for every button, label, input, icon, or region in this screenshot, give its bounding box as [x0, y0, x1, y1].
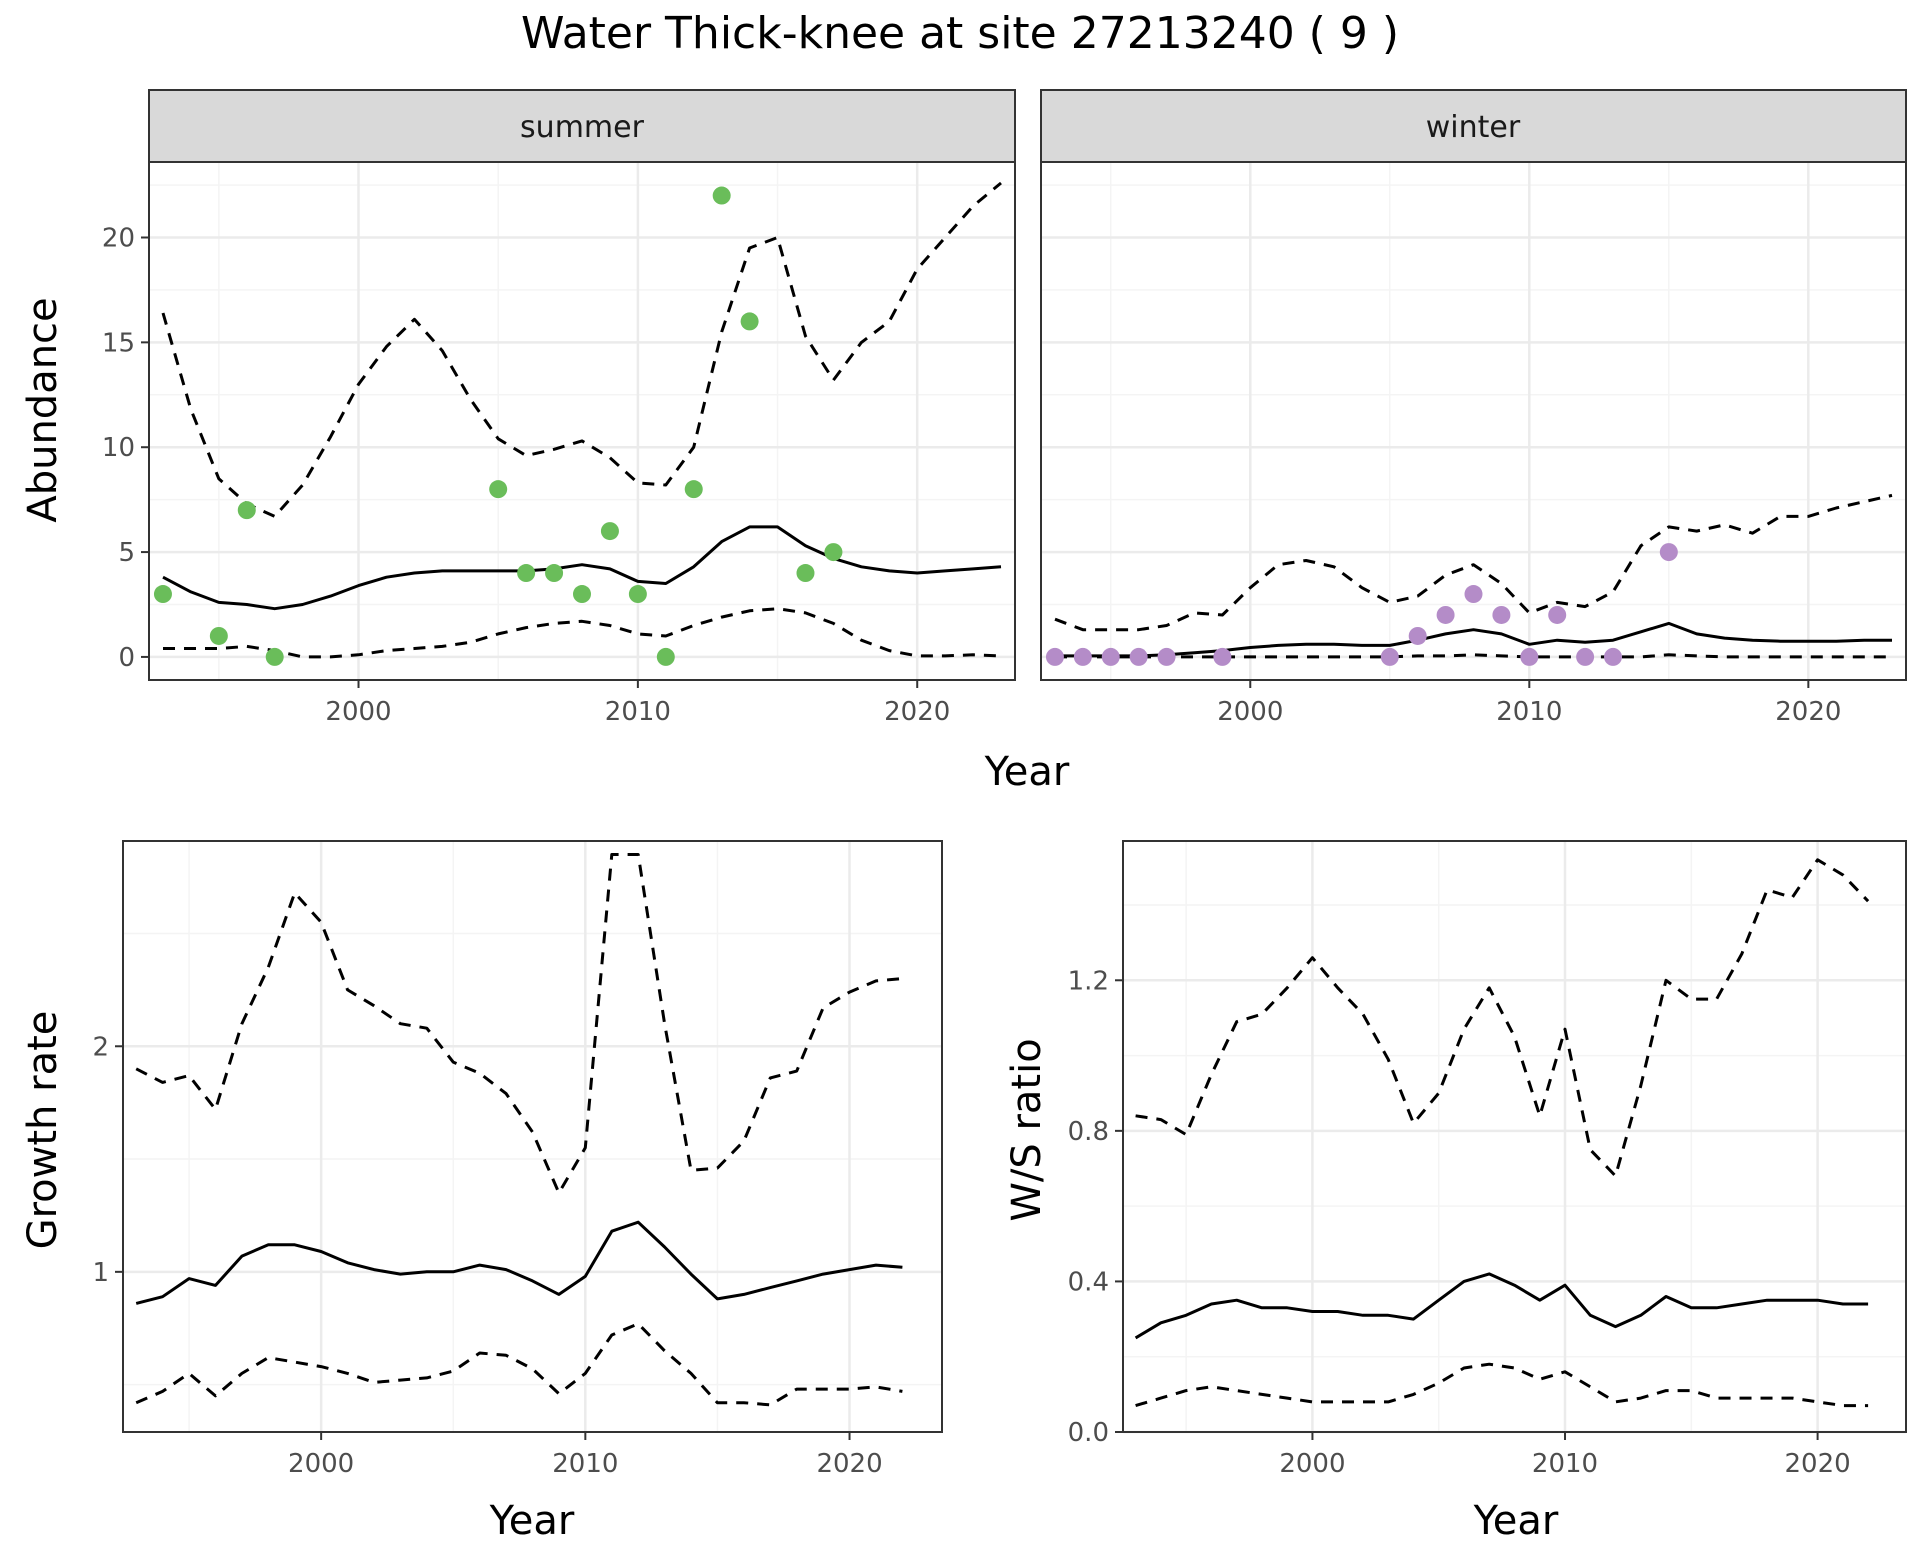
data-point — [1492, 605, 1511, 624]
x-tick-label: 2010 — [605, 697, 671, 727]
panel-ratio-xlabel: Year — [1473, 1498, 1559, 1544]
panel-top-ylabel: Abundance — [20, 297, 66, 522]
x-tick-label: 2020 — [1775, 697, 1841, 727]
x-tick-label: 2000 — [325, 697, 391, 727]
y-tick-label: 5 — [118, 538, 135, 568]
series-line-upper — [1135, 858, 1870, 1178]
data-point — [153, 585, 172, 604]
y-tick-label: 1.2 — [1068, 966, 1109, 996]
y-tick-label: 10 — [102, 433, 135, 463]
strip-winter-label: winter — [1426, 110, 1521, 145]
data-point — [237, 501, 256, 520]
data-point — [1604, 647, 1623, 666]
series-line-upper — [135, 853, 903, 1195]
x-tick-label: 2020 — [1785, 1449, 1851, 1479]
series-line-upper — [161, 181, 1002, 518]
data-point — [1129, 647, 1148, 666]
data-point — [796, 564, 815, 583]
data-point — [1659, 543, 1678, 562]
data-point — [1548, 605, 1567, 624]
data-point — [545, 564, 564, 583]
x-tick-label: 2020 — [816, 1449, 882, 1479]
series-line-mean — [1055, 621, 1892, 658]
x-tick-label: 2000 — [288, 1449, 354, 1479]
data-point — [628, 585, 647, 604]
data-point — [209, 626, 228, 645]
data-point — [1464, 585, 1483, 604]
data-point — [656, 647, 675, 666]
series-line-mean — [162, 525, 1002, 611]
strip-summer: summer — [148, 89, 1016, 163]
panel-ratio: 2000 2010 2020 0.0 0.4 0.8 1.2 — [1068, 840, 1907, 1479]
data-point — [1213, 647, 1232, 666]
data-point — [740, 312, 759, 331]
data-point — [1436, 605, 1455, 624]
figure-title: Water Thick-knee at site 27213240 ( 9 ) — [521, 8, 1399, 59]
series-line-upper — [1054, 493, 1893, 632]
data-point — [517, 564, 536, 583]
data-point — [1045, 647, 1064, 666]
data-point — [573, 585, 591, 604]
data-point — [1073, 647, 1092, 666]
x-tick-label: 2000 — [1279, 1449, 1345, 1479]
x-tick-label: 2010 — [552, 1449, 618, 1479]
data-point — [489, 480, 508, 499]
panels: 2000 2010 2020 0 5 10 15 20 2000 2010 2020 2000 2010… — [92, 161, 1907, 1479]
panel-summer: 2000 2010 2020 0 5 10 15 20 — [102, 161, 1016, 727]
series-line-mean — [135, 1220, 903, 1305]
y-tick-label: 1 — [92, 1258, 109, 1288]
panel-border — [122, 840, 943, 1433]
y-tick-label: 15 — [102, 328, 135, 358]
panel-border — [1122, 840, 1907, 1433]
data-point — [1520, 647, 1539, 666]
y-tick-label: 20 — [102, 223, 135, 253]
data-point — [1576, 647, 1595, 666]
panel-ratio-ylabel: W/S ratio — [1004, 1038, 1050, 1221]
series-line-lower — [1055, 653, 1892, 659]
data-point — [1408, 626, 1427, 645]
panel-winter: 2000 2010 2020 — [1040, 161, 1907, 727]
x-tick-label: 2010 — [1496, 697, 1562, 727]
series-line-lower — [1135, 1362, 1869, 1408]
y-tick-label: 0 — [118, 643, 135, 673]
data-point — [1101, 647, 1120, 666]
panel-border — [148, 161, 1016, 681]
series-line-mean — [1134, 1272, 1869, 1340]
data-point — [712, 186, 731, 205]
x-tick-label: 2010 — [1532, 1449, 1598, 1479]
data-point — [600, 522, 619, 541]
y-tick-label: 0.0 — [1068, 1418, 1109, 1448]
strip-summer-label: summer — [520, 110, 645, 145]
panel-border — [1040, 161, 1907, 681]
y-tick-label: 2 — [92, 1032, 109, 1062]
series-line-lower — [163, 607, 1002, 659]
y-tick-label: 0.8 — [1068, 1117, 1109, 1147]
data-point — [1380, 647, 1399, 666]
data-point — [684, 480, 703, 499]
data-point — [824, 543, 843, 562]
data-point — [1157, 647, 1176, 666]
series-line-lower — [135, 1322, 903, 1407]
x-tick-label: 2000 — [1217, 697, 1283, 727]
strip-winter: winter — [1040, 89, 1907, 163]
panel-growth-ylabel: Growth rate — [20, 1011, 66, 1250]
panel-growth: 2000 2010 2020 1 2 — [92, 840, 943, 1479]
y-tick-label: 0.4 — [1068, 1267, 1109, 1297]
panel-top-xlabel: Year — [984, 749, 1070, 795]
data-point — [265, 647, 284, 666]
strip-winter-bg — [1040, 89, 1907, 163]
x-tick-label: 2020 — [884, 697, 950, 727]
strip-summer-bg — [148, 89, 1016, 163]
panel-growth-xlabel: Year — [489, 1498, 575, 1544]
